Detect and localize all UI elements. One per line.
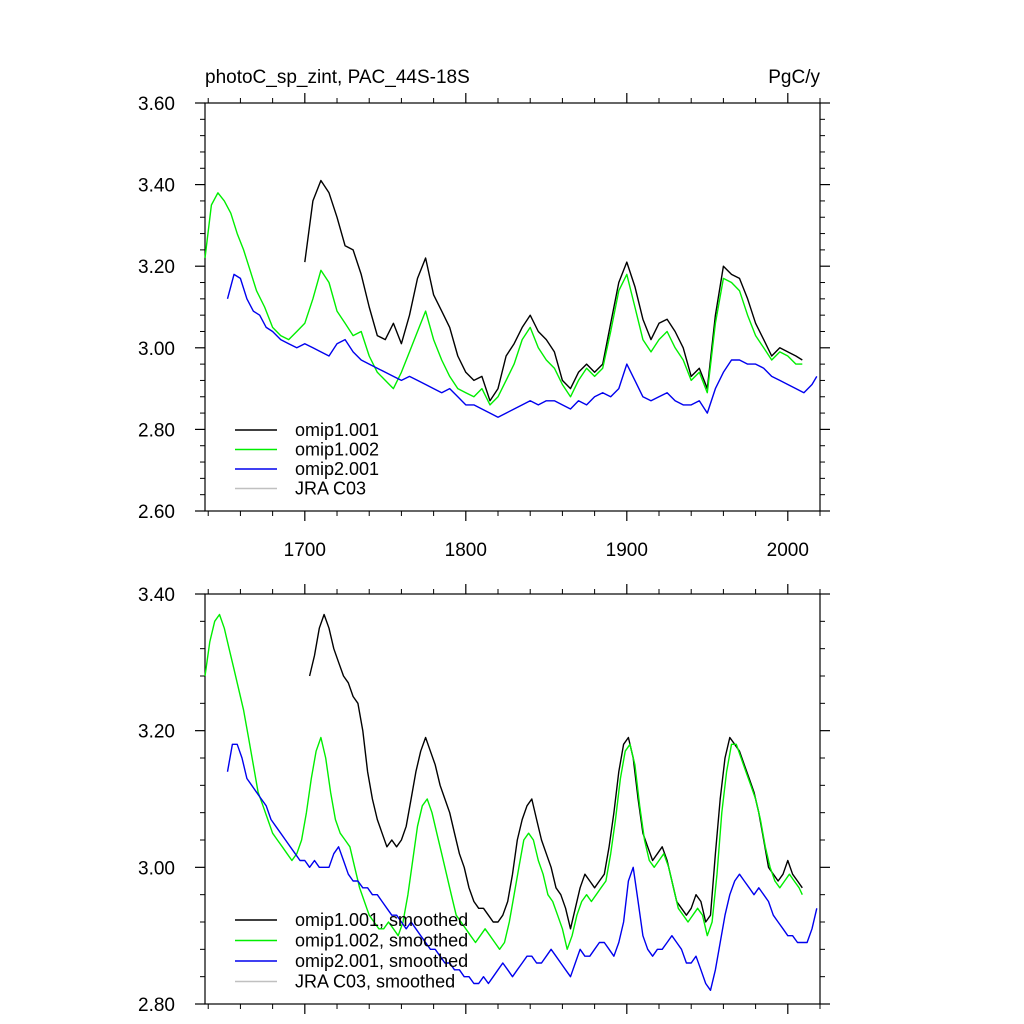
series-line-omip2-001 [226, 273, 818, 418]
top-panel-frame [204, 102, 821, 512]
bottom-panel-frame [204, 593, 821, 1005]
legend-label: omip2.001 [295, 459, 379, 479]
bottom-panel: 2.803.003.203.40 omip1.001, smoothedomip… [138, 584, 830, 1016]
bottom-panel-series [204, 613, 818, 991]
top-panel: photoC_sp_zint, PAC_44S-18S PgC/y 2.602.… [138, 67, 830, 561]
y-tick-label: 2.60 [138, 502, 175, 523]
legend-label: omip1.001 [295, 420, 379, 440]
series-line-omip1-001 [304, 179, 803, 402]
x-tick-label: 2000 [767, 540, 809, 561]
y-tick-label: 3.40 [138, 176, 175, 197]
top-panel-ticks: 2.60 2.80 3.00 3.20 3.40 3.60 1700 1800 1900 2000 [138, 93, 830, 561]
top-panel-series [204, 179, 818, 418]
series-line-omip1-002-smoothed [204, 613, 803, 950]
y-tick-label: 2.80 [138, 420, 175, 441]
y-tick-label: 3.20 [138, 722, 175, 743]
top-panel-title: photoC_sp_zint, PAC_44S-18S [205, 67, 470, 88]
bottom-panel-ticks: 2.80 3.00 3.20 3.40 [138, 584, 830, 1016]
x-tick-label: 1800 [445, 540, 487, 561]
series-line-omip1-002 [204, 192, 803, 406]
y-tick-label: 3.00 [138, 339, 175, 360]
legend-label: omip1.002 [295, 440, 379, 460]
legend-label: JRA C03 [295, 479, 366, 499]
y-tick-label: 3.40 [138, 585, 175, 606]
x-tick-label: 1900 [606, 540, 648, 561]
y-tick-label: 2.80 [138, 995, 175, 1016]
legend-label: JRA C03, smoothed [295, 972, 455, 992]
y-tick-label: 3.00 [138, 858, 175, 879]
series-line-omip2-001-smoothed [226, 743, 818, 991]
y-tick-label: 3.60 [138, 94, 175, 115]
legend-label: omip1.002, smoothed [295, 931, 468, 951]
top-panel-units: PgC/y [768, 67, 820, 88]
legend-label: omip1.001, smoothed [295, 910, 468, 930]
y-tick-label: 3.20 [138, 257, 175, 278]
legend-label: omip2.001, smoothed [295, 951, 468, 971]
series-line-omip1-001-smoothed [308, 613, 803, 930]
x-tick-label: 1700 [284, 540, 326, 561]
